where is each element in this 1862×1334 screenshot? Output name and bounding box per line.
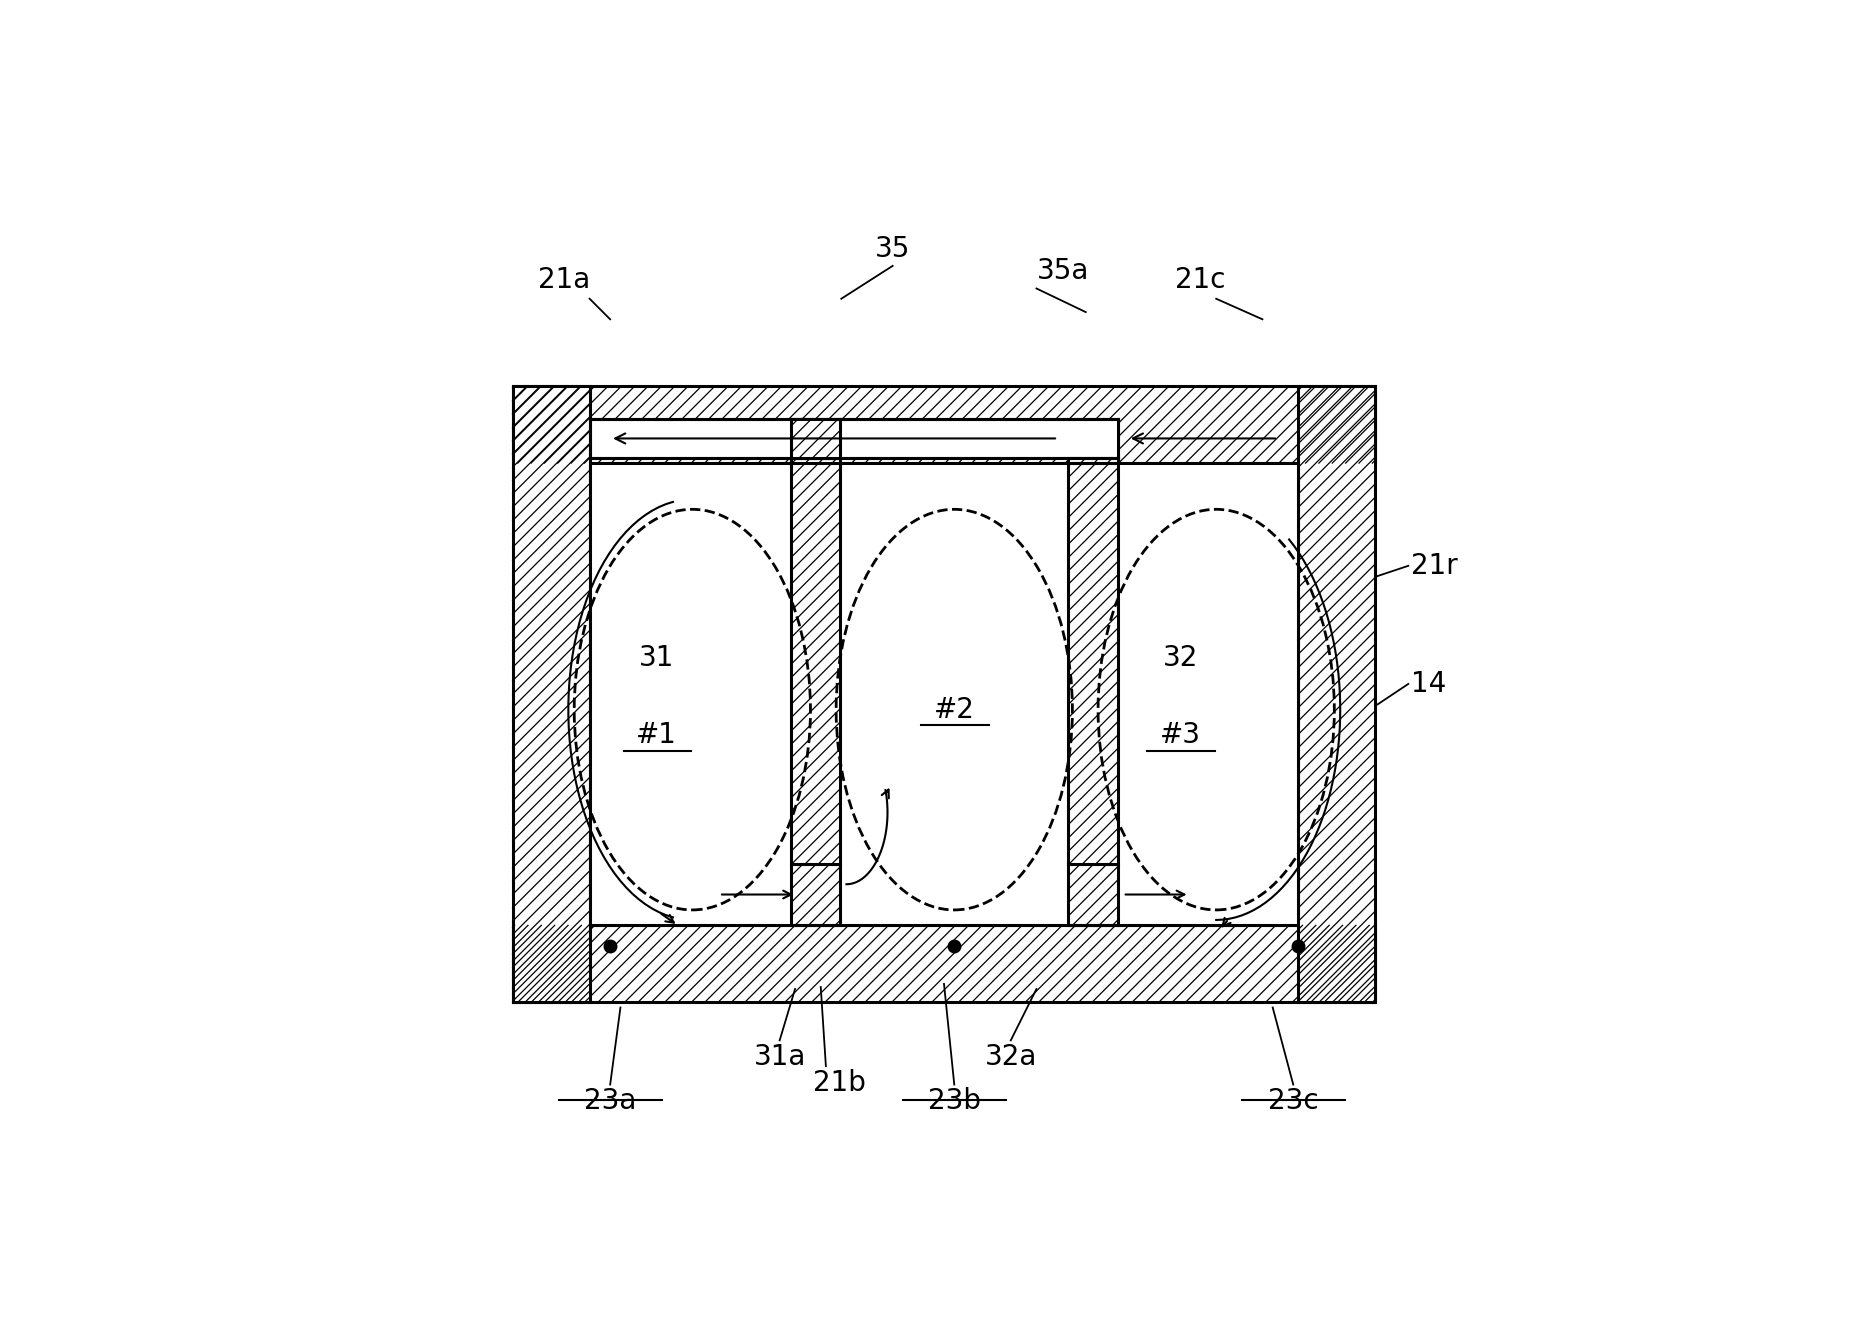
Bar — [791, 863, 840, 926]
Bar — [1298, 386, 1376, 1002]
Text: 21c: 21c — [1175, 265, 1225, 293]
Text: 32: 32 — [1162, 644, 1197, 672]
Text: 21b: 21b — [814, 1069, 866, 1097]
Text: 14: 14 — [1411, 670, 1447, 698]
Text: #1: #1 — [637, 722, 676, 750]
Text: 23b: 23b — [927, 1087, 981, 1115]
Bar — [1069, 863, 1117, 926]
Text: 32a: 32a — [985, 1043, 1037, 1071]
Bar — [590, 419, 1117, 458]
Text: 23a: 23a — [585, 1087, 637, 1115]
Text: #2: #2 — [935, 695, 974, 723]
Bar — [590, 463, 1298, 926]
Text: 35a: 35a — [1037, 257, 1089, 285]
Bar — [791, 419, 840, 458]
Bar — [590, 463, 1298, 926]
Bar — [791, 458, 840, 863]
Text: 31: 31 — [639, 644, 674, 672]
Bar — [791, 419, 840, 463]
Bar — [512, 386, 590, 1002]
Bar — [512, 926, 1376, 1002]
Text: 23c: 23c — [1268, 1087, 1318, 1115]
Bar — [1069, 458, 1117, 863]
Bar — [512, 386, 1376, 463]
Bar — [1069, 419, 1117, 463]
Text: 21a: 21a — [538, 265, 590, 293]
Text: 35: 35 — [875, 235, 911, 263]
Text: #3: #3 — [1160, 722, 1201, 750]
Text: 21r: 21r — [1411, 552, 1458, 580]
Bar — [1069, 458, 1117, 463]
Text: 31a: 31a — [754, 1043, 806, 1071]
